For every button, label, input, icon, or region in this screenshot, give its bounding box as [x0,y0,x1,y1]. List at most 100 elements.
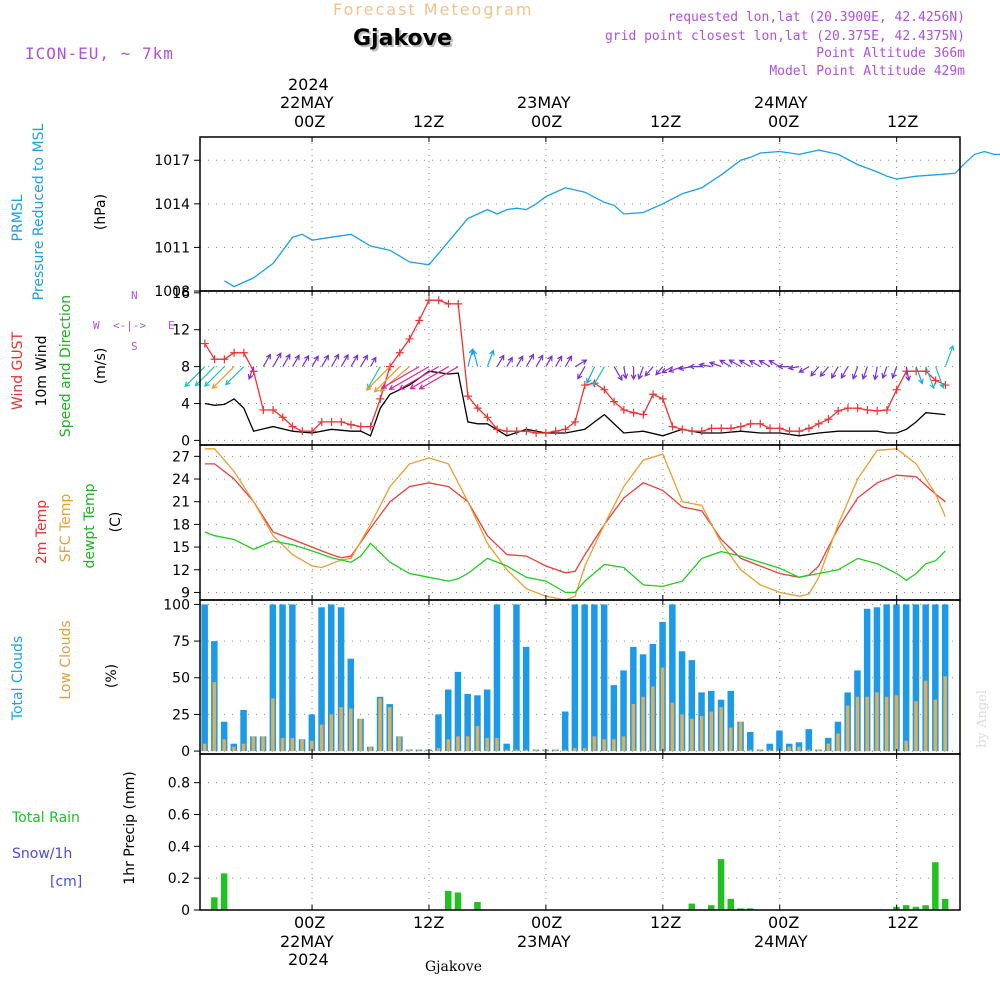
wind-direction-arrow [777,363,790,370]
total-cloud-bar [328,604,335,752]
gust-point [444,299,453,308]
low-cloud-bar [641,696,645,752]
pressure-line [224,149,1000,288]
low-cloud-bar [534,749,538,752]
top-tick-label: 00Z [294,112,326,131]
t2m-line [204,463,946,578]
wind-direction-arrow [810,366,820,377]
total-cloud-bar [474,695,481,751]
low-cloud-bar [368,746,372,752]
y-tick-label: 9 [181,585,190,601]
y-tick-label: 16 [172,286,190,302]
pressure-label: Pressure Reduced to MSL [31,123,47,301]
gust-point [619,405,628,414]
gust-point [649,390,658,399]
total-cloud-bar [308,714,316,752]
low-cloud-bar [524,749,528,752]
wind-direction-arrow [644,366,654,377]
wind-direction-arrow [516,355,524,367]
gust-point [697,427,706,436]
gust-point [415,316,424,325]
low-cloud-bar [729,727,733,752]
rain-bar [941,898,949,910]
station-name: Gjakove [353,26,452,51]
gust-point [317,417,326,426]
low-cloud-bar [573,748,577,751]
rain-bar [747,908,754,910]
total-cloud-bar [873,607,881,751]
low-cloud-bar [232,746,236,752]
wind-direction-arrow [224,366,245,386]
gust-point [512,427,521,436]
bottom-tick-label: 00Z [531,913,563,932]
total-cloud-bar [269,604,277,752]
gust-point [843,404,852,413]
low-cloud-bar [241,743,246,751]
low-cloud-bar [758,749,762,752]
wind-direction-arrow [292,354,300,367]
gust-point [200,339,209,348]
bottom-tick-label: 00Z [768,913,800,932]
low-cloud-bar [807,749,811,752]
total-cloud-bar [464,693,471,752]
low-cloud-bar [319,724,324,752]
gust-point [376,394,385,403]
total-cloud-bar [795,742,803,752]
y-tick-label: 50 [172,671,190,687]
wind-direction-arrow [311,355,319,367]
low-cloud-bar [310,740,314,752]
wind-direction-arrow [872,366,879,381]
low-cloud-bar [290,737,295,752]
y-tick-label: 1008 [154,284,190,300]
gust-point [493,425,502,434]
gust-point [873,406,882,415]
compass-center: <-|-> [113,319,147,332]
panel-frame-pressure [199,136,961,292]
wind-direction-arrow [787,364,800,371]
chart-title: Forecast Meteogram [333,0,534,19]
gust-point [746,419,755,428]
low-cloud-bar [602,739,606,751]
total-cloud-bar [805,729,812,752]
wind-direction-arrow [577,366,586,380]
total-cloud-bar [912,604,920,752]
wind-direction-arrow [944,344,955,367]
top-tick-label: 12Z [887,112,919,131]
wind-direction-arrow [398,366,439,390]
rain-bar [211,897,218,910]
snow-label: Snow/1h [12,846,73,862]
top-tick-label: 00Z [768,112,800,131]
total-cloud-bar [483,689,491,752]
gust-point [882,405,891,414]
top-tick-label: 12Z [650,112,682,131]
requested-coords: requested lon,lat (20.3900E, 42.4256N) [667,10,965,25]
gust-point [863,405,872,414]
low-cloud-bar [894,695,899,751]
gust-point [931,376,940,385]
low-cloud-bar [631,704,636,751]
low-cloud-bar [719,707,723,752]
rain-bar [445,890,452,910]
gust-point [356,422,365,431]
low-cloud-bar [933,699,938,751]
gust-point [775,424,784,433]
gust-point [298,427,307,436]
wind-direction-arrow [655,366,664,376]
total-cloud-bar [201,604,208,752]
compass-e: E [168,319,175,332]
wind-direction-arrow [758,359,771,368]
total-cloud-bar [610,685,618,752]
gust-point [308,427,317,436]
y-tick-label: 12 [172,323,190,339]
total-cloud-bar [902,604,910,752]
low-cloud-bar [378,698,382,752]
y-tick-label: 0.8 [168,776,190,792]
total-cloud-bar [591,604,598,752]
low-cloud-bar [904,740,908,752]
wind-direction-arrow [350,354,359,367]
wind-direction-arrow [708,361,722,368]
gust-point [912,367,921,376]
wind-direction-arrow [262,353,271,367]
rain-bar [688,903,696,910]
